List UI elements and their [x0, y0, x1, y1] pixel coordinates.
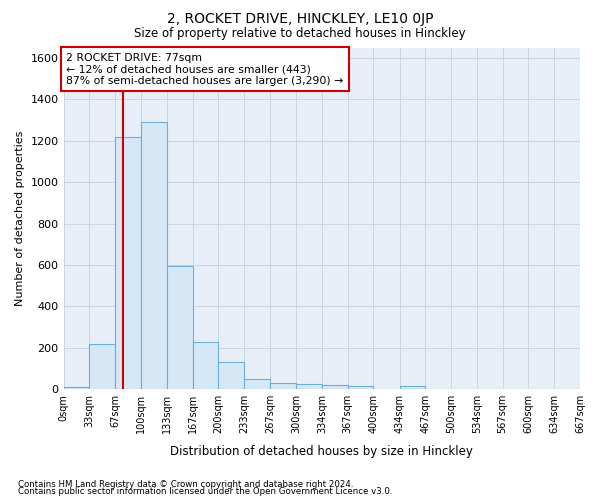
Bar: [218, 362, 244, 389]
Bar: [296, 384, 322, 389]
Bar: [115, 136, 141, 389]
Text: 2, ROCKET DRIVE, HINCKLEY, LE10 0JP: 2, ROCKET DRIVE, HINCKLEY, LE10 0JP: [167, 12, 433, 26]
Bar: [141, 122, 167, 389]
Bar: [322, 385, 348, 389]
Text: Size of property relative to detached houses in Hinckley: Size of property relative to detached ho…: [134, 28, 466, 40]
Text: 2 ROCKET DRIVE: 77sqm
← 12% of detached houses are smaller (443)
87% of semi-det: 2 ROCKET DRIVE: 77sqm ← 12% of detached …: [66, 52, 343, 86]
Bar: [244, 379, 270, 389]
X-axis label: Distribution of detached houses by size in Hinckley: Distribution of detached houses by size …: [170, 444, 473, 458]
Y-axis label: Number of detached properties: Number of detached properties: [15, 130, 25, 306]
Bar: [89, 344, 115, 389]
Bar: [167, 266, 193, 389]
Bar: [64, 387, 89, 389]
Bar: [348, 386, 373, 389]
Bar: [193, 342, 218, 389]
Text: Contains HM Land Registry data © Crown copyright and database right 2024.: Contains HM Land Registry data © Crown c…: [18, 480, 353, 489]
Bar: [400, 386, 425, 389]
Text: Contains public sector information licensed under the Open Government Licence v3: Contains public sector information licen…: [18, 487, 392, 496]
Bar: [270, 384, 296, 389]
